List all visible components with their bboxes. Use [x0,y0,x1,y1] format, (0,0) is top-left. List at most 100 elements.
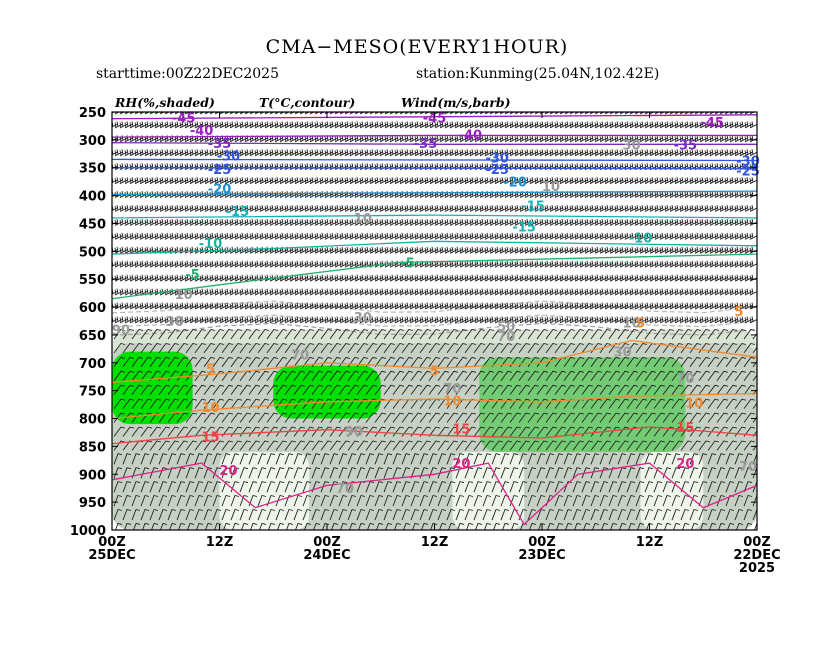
wind-barb-8-8 [149,218,159,226]
wind-barb-1-2 [119,121,129,129]
wind-barb-15-106 [639,316,649,324]
wind-barb-13-76 [489,288,499,296]
temp-label-20-1: 20 [452,457,470,472]
wind-barb-1-3 [124,121,134,129]
wind-barb-3-87 [544,149,554,157]
wind-barb-5-24 [229,177,239,185]
wind-barb-10-65 [434,246,444,254]
wind-barb-1-101 [614,121,624,129]
wind-barb-8-85 [534,218,544,226]
wind-barb-11-18 [199,260,209,268]
temp-label--10-1: -10 [629,231,653,246]
wind-barb-10-2 [119,246,129,254]
wind-barb-9-20 [209,232,219,240]
wind-barb-13-107 [644,288,654,296]
wind-barb-10-57 [394,246,404,254]
wind-barb-11-29 [254,260,264,268]
wind-barb-7-117 [694,204,704,212]
wind-barb-2-64 [429,135,439,143]
wind-barb-5-41 [314,177,324,185]
temp-label--35-2: -35 [674,138,698,153]
wind-barb-5-117 [694,177,704,185]
wind-barb-8-84 [529,218,539,226]
wind-barb-13-122 [719,288,729,296]
wind-barb-12-88 [549,274,559,282]
wind-barb-15-104 [629,316,639,324]
wind-barb-11-97 [594,260,604,268]
wind-barb-7-81 [514,204,524,212]
wind-barb-12-100 [609,274,619,282]
wind-barb-7-37 [294,204,304,212]
wind-barb-3-37 [294,149,304,157]
wind-barb-1-25 [234,121,244,129]
wind-barb-13-51 [364,288,374,296]
wind-barb-0-39 [304,112,311,115]
wind-barb-7-66 [439,204,449,212]
wind-barb-7-69 [454,204,464,212]
wind-barb-15-85 [534,316,544,324]
wind-barb-5-93 [574,177,584,185]
wind-barb-13-73 [474,288,484,296]
wind-barb-1-20 [209,121,219,129]
wind-barb-12-63 [424,274,434,282]
wind-barb-13-84 [529,288,539,296]
wind-barb-14-53 [374,302,384,310]
wind-barb-2-79 [504,135,514,143]
wind-barb-8-68 [449,218,459,226]
wind-barb-5-111 [664,177,674,185]
wind-barb-14-37 [294,302,304,310]
wind-barb-3-91 [564,149,574,157]
wind-barb-15-71 [464,316,474,324]
wind-barb-1-97 [594,121,604,129]
wind-barb-14-125 [734,302,744,310]
wind-barb-3-46 [339,149,349,157]
wind-barb-2-118 [699,135,709,143]
wind-barb-2-77 [494,135,504,143]
wind-barb-0-28 [249,112,256,115]
wind-barb-8-16 [189,218,199,226]
wind-barb-5-86 [539,177,549,185]
wind-barb-15-97 [594,316,604,324]
wind-barb-8-70 [459,218,469,226]
wind-barb-12-27 [244,274,254,282]
wind-barb-8-36 [289,218,299,226]
wind-barb-3-29 [254,149,264,157]
wind-barb-1-102 [619,121,629,129]
wind-barb-5-68 [449,177,459,185]
wind-barb-0-87 [544,112,551,115]
wind-barb-15-76 [489,316,499,324]
wind-barb-5-115 [684,177,694,185]
wind-barb-9-122 [719,232,729,240]
wind-barb-3-78 [499,149,509,157]
wind-barb-8-3 [124,218,134,226]
wind-barb-10-42 [319,246,329,254]
wind-barb-13-123 [724,288,734,296]
wind-barb-11-94 [579,260,589,268]
wind-barb-5-83 [524,177,534,185]
wind-barb-3-106 [639,149,649,157]
wind-barb-0-18 [199,112,206,115]
wind-barb-14-113 [674,302,684,310]
wind-barb-7-68 [449,204,459,212]
wind-barb-9-96 [589,232,599,240]
wind-barb-7-60 [409,204,419,212]
wind-barb-9-106 [639,232,649,240]
wind-barb-15-59 [404,316,414,324]
wind-barb-8-73 [474,218,484,226]
wind-barb-7-58 [399,204,409,212]
wind-barb-15-90 [559,316,569,324]
wind-barb-7-4 [129,204,139,212]
wind-barb-12-83 [524,274,534,282]
wind-barb-0-91 [564,112,571,115]
wind-barb-2-98 [599,135,609,143]
wind-barb-9-35 [284,232,294,240]
wind-barb-1-78 [499,121,509,129]
wind-barb-14-109 [654,302,664,310]
wind-barb-7-93 [574,204,584,212]
wind-barb-10-106 [639,246,649,254]
wind-barb-15-66 [439,316,449,324]
wind-barb-5-54 [379,177,389,185]
wind-barb-1-109 [654,121,664,129]
wind-barb-5-7 [144,177,154,185]
wind-barb-2-60 [409,135,419,143]
